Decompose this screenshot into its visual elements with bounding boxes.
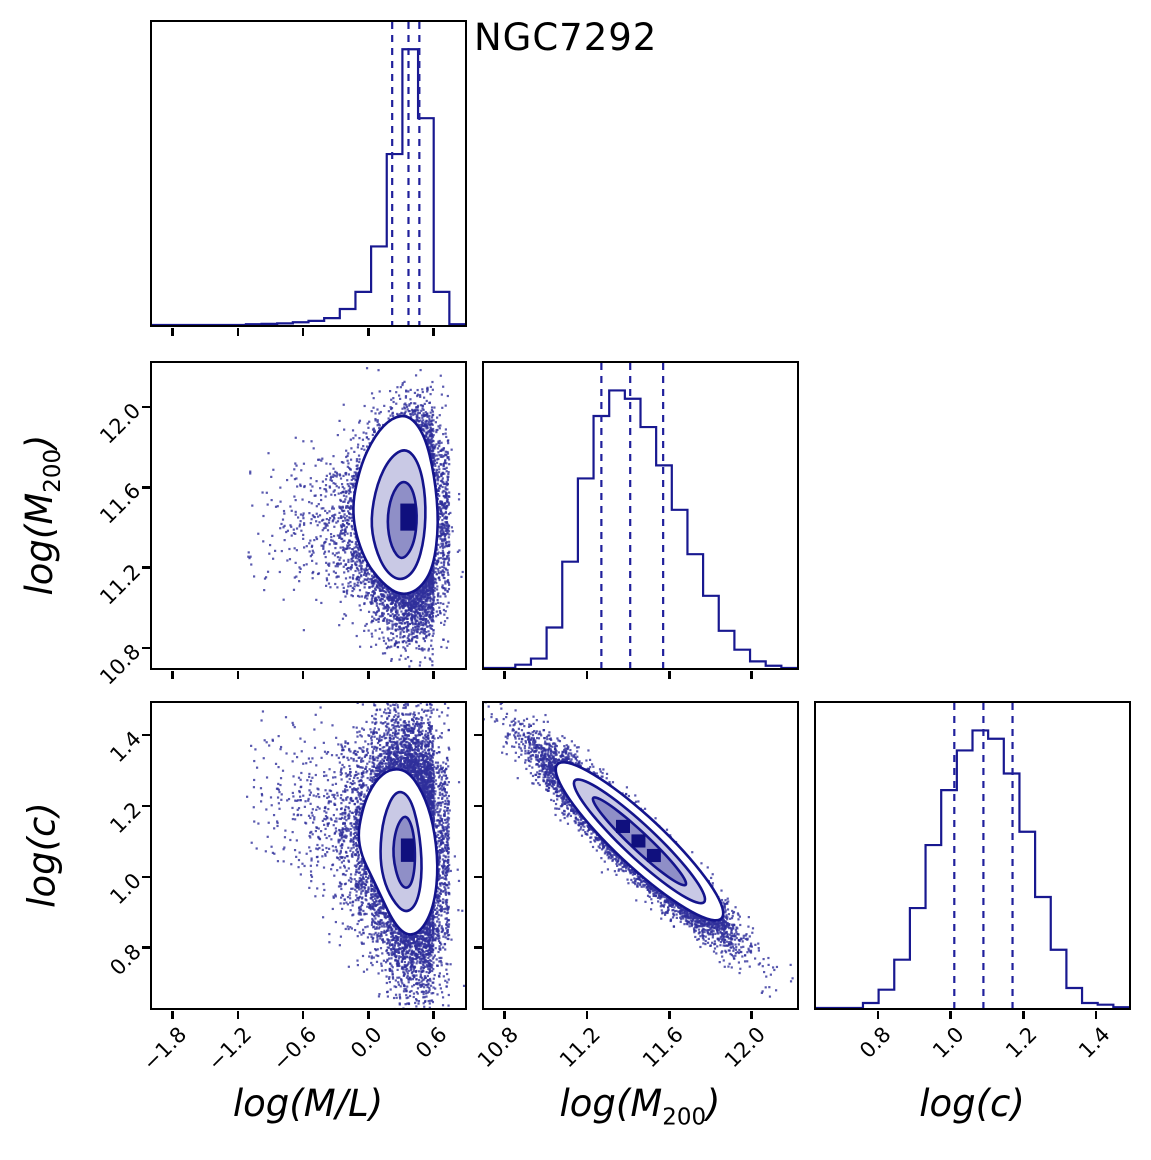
panel-canvas-logc-vs-logM200	[483, 702, 797, 1008]
y-tick-logc-vs-logM200	[473, 946, 482, 949]
tick-label: 12.0	[719, 1022, 770, 1073]
figure-title: NGC7292	[474, 16, 658, 59]
x-tick-hist-logML	[432, 327, 435, 336]
x-tick-logM200-vs-logML	[171, 670, 174, 679]
panel-logM200-vs-logML	[149, 360, 467, 670]
x-axis-title-logc: log(c)	[919, 1082, 1025, 1125]
y-tick-logc-vs-logML	[141, 804, 150, 808]
y-axis-title-logM200: log(M200)	[18, 435, 66, 596]
y-tick-logc-vs-logM200	[473, 804, 482, 808]
x-tick-hist-logML	[367, 327, 370, 336]
x-tick-logc-vs-logM200	[750, 1010, 753, 1019]
x-axis-title-logM200-post: )	[706, 1082, 721, 1125]
x-tick-hist-logc	[949, 1010, 952, 1019]
x-tick-hist-logc	[1094, 1010, 1098, 1019]
tick-label: 11.2	[555, 1022, 606, 1073]
x-tick-logc-vs-logM200	[585, 1010, 589, 1019]
y-tick-logM200-vs-logML	[141, 486, 150, 489]
panel-logc-vs-logM200	[481, 700, 799, 1010]
x-tick-logc-vs-logML	[236, 1010, 240, 1019]
x-tick-hist-logM200	[585, 670, 589, 679]
x-tick-logM200-vs-logML	[432, 670, 435, 679]
y-tick-logc-vs-logM200	[473, 875, 482, 879]
x-tick-logc-vs-logML	[432, 1010, 435, 1019]
panel-logc-vs-logML	[149, 700, 467, 1010]
panel-canvas-logc-vs-logML	[151, 702, 465, 1008]
tick-label: 1.2	[1001, 1022, 1042, 1063]
x-tick-hist-logM200	[750, 670, 753, 679]
y-axis-title-logM200-sub: 200	[40, 448, 67, 493]
y-axis-title-logM200-pre: log(M	[17, 492, 61, 596]
x-tick-hist-logML	[236, 327, 240, 336]
panel-canvas-hist-logM200	[483, 362, 797, 668]
panel-hist-logML	[149, 19, 467, 327]
x-tick-logM200-vs-logML	[301, 670, 305, 679]
tick-label: 1.4	[104, 726, 146, 768]
x-tick-hist-logc	[1022, 1010, 1025, 1019]
y-tick-logM200-vs-logML	[141, 566, 150, 569]
panel-hist-logc	[813, 700, 1131, 1010]
panel-canvas-hist-logc	[815, 702, 1129, 1008]
x-axis-title-logML: log(M/L)	[232, 1082, 384, 1125]
x-tick-hist-logML	[171, 327, 174, 336]
tick-label: 11.6	[95, 478, 146, 529]
tick-label: 0.8	[104, 939, 146, 980]
x-tick-logM200-vs-logML	[367, 670, 370, 679]
tick-label: 1.0	[104, 868, 146, 909]
x-tick-hist-logM200	[503, 670, 506, 679]
tick-label: 1.0	[928, 1022, 969, 1063]
tick-label: 0.0	[345, 1022, 387, 1063]
x-tick-hist-logc	[876, 1010, 880, 1019]
tick-label: 11.6	[637, 1022, 688, 1073]
tick-label: 11.2	[95, 559, 146, 610]
y-tick-logc-vs-logM200	[473, 733, 482, 737]
tick-label: −1.2	[203, 1022, 257, 1076]
x-tick-hist-logML	[301, 327, 305, 336]
tick-label: 10.8	[95, 639, 146, 690]
panel-hist-logM200	[481, 360, 799, 670]
tick-label: −1.8	[137, 1022, 191, 1076]
panel-canvas-logM200-vs-logML	[151, 362, 465, 668]
x-tick-logc-vs-logML	[367, 1010, 370, 1019]
y-axis-title-logc: log(c)	[20, 802, 64, 908]
tick-label: 0.6	[411, 1022, 452, 1063]
y-tick-logM200-vs-logML	[141, 646, 150, 650]
tick-label: 1.2	[104, 797, 146, 838]
panel-canvas-hist-logML	[151, 21, 465, 325]
x-tick-logc-vs-logM200	[668, 1010, 671, 1019]
x-tick-logM200-vs-logML	[236, 670, 240, 679]
y-axis-title-logM200-post: )	[17, 434, 61, 449]
y-tick-logM200-vs-logML	[141, 405, 150, 409]
y-tick-logc-vs-logML	[141, 733, 150, 737]
tick-label: 1.4	[1073, 1022, 1115, 1063]
x-tick-logc-vs-logM200	[503, 1010, 506, 1019]
y-tick-logc-vs-logML	[141, 946, 150, 949]
x-axis-title-logM200: log(M200)	[560, 1082, 721, 1130]
y-tick-logc-vs-logML	[141, 875, 150, 879]
x-tick-logc-vs-logML	[171, 1010, 174, 1019]
tick-label: −0.6	[268, 1022, 322, 1076]
x-axis-title-logM200-sub: 200	[662, 1104, 707, 1131]
tick-label: 10.8	[472, 1022, 523, 1073]
x-axis-title-logM200-pre: log(M	[559, 1082, 663, 1125]
x-tick-logc-vs-logML	[301, 1010, 305, 1019]
tick-label: 12.0	[95, 398, 146, 449]
tick-label: 0.8	[855, 1022, 897, 1063]
x-tick-hist-logM200	[668, 670, 671, 679]
